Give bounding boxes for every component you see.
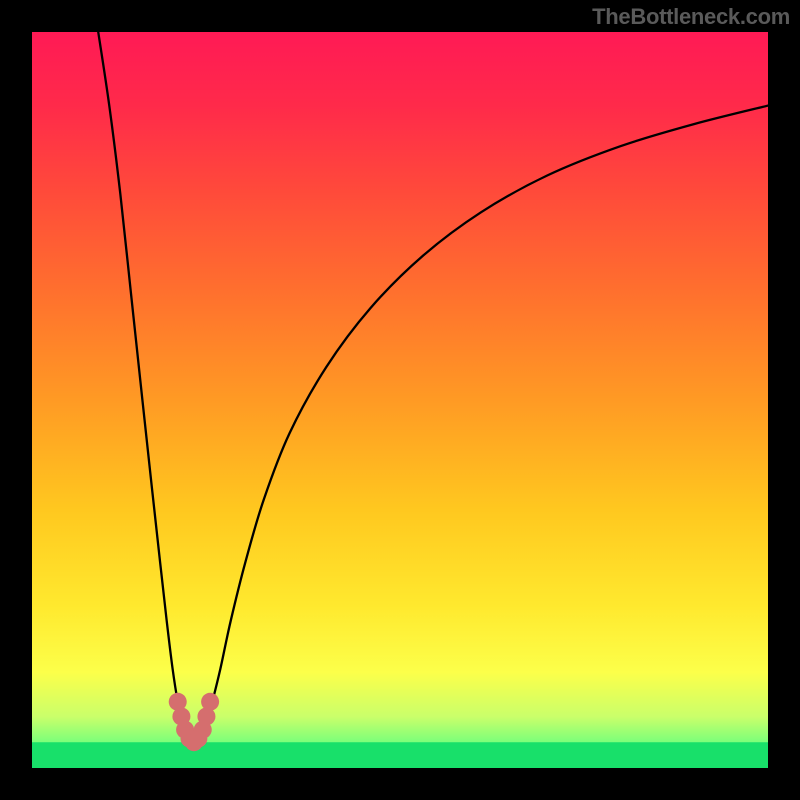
- chart-plot-area: [32, 32, 768, 768]
- chart-svg: [32, 32, 768, 768]
- chart-frame: TheBottleneck.com: [0, 0, 800, 800]
- green-baseline-band: [32, 742, 768, 768]
- u-marker-dot: [201, 693, 219, 711]
- watermark-text: TheBottleneck.com: [592, 4, 790, 30]
